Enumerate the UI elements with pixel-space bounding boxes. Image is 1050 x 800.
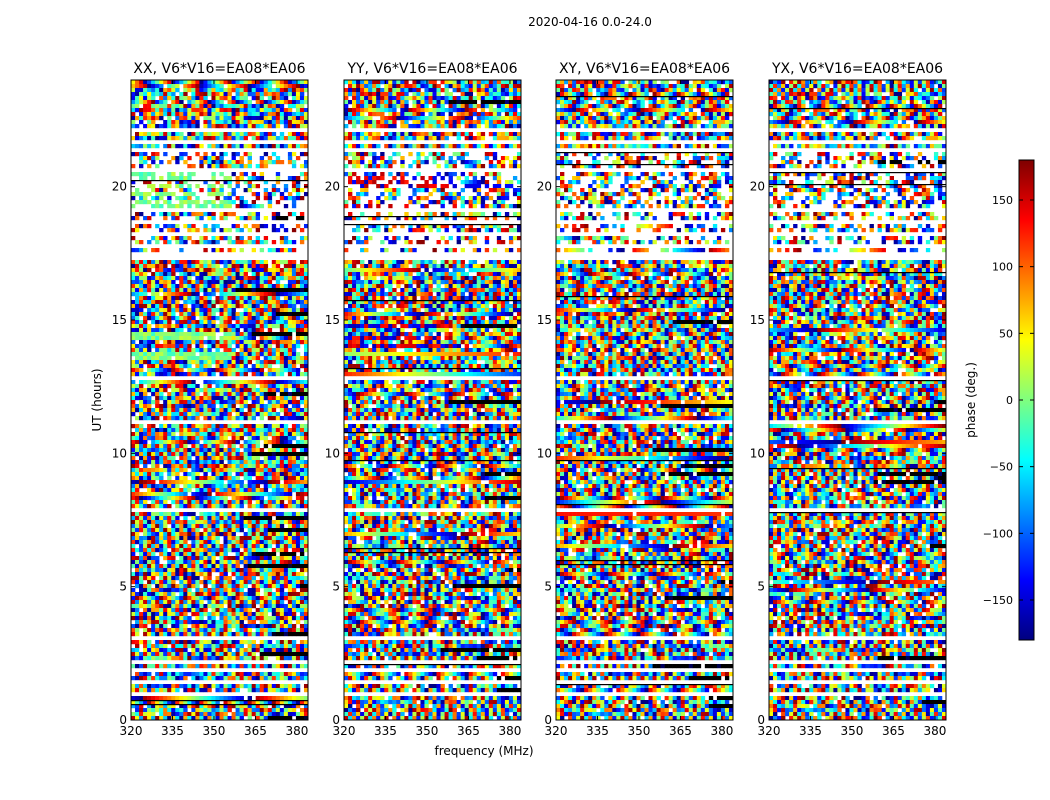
panel-yy: YY, V6*V16=EA08*EA06 320 335 350 365 380 0 5 10 1…: [325, 61, 522, 738]
y-tick-label: 15: [325, 313, 340, 327]
y-tick-label: 10: [750, 446, 765, 460]
colorbar-tick-label: 0: [1006, 394, 1013, 407]
colorbar-tick-label: 100: [992, 261, 1013, 274]
colorbar-tick-label: −50: [990, 461, 1013, 474]
panel-xy: XY, V6*V16=EA08*EA06 320 335 350 365 380 0 5 10 1…: [537, 61, 734, 738]
colorbar: −150 −100 −50 0 50 100 150 phase (deg.): [964, 159, 1035, 641]
y-tick-label: 5: [119, 580, 127, 594]
y-tick-label: 20: [537, 180, 552, 194]
y-tick-label: 10: [325, 446, 340, 460]
y-tick-label: 5: [757, 580, 765, 594]
x-tick-label: 350: [416, 724, 439, 738]
x-tick-label: 380: [923, 724, 946, 738]
panel-frame: [555, 79, 734, 721]
y-tick-label: 15: [537, 313, 552, 327]
panel-frame: [343, 79, 522, 721]
panels: XX, V6*V16=EA08*EA06 320 335 350 365 380 0 5 10 1…: [112, 61, 947, 738]
heatmap-cells: [769, 80, 946, 720]
x-tick-label: 350: [628, 724, 651, 738]
y-tick-label: 10: [112, 446, 127, 460]
x-tick-label: 365: [882, 724, 905, 738]
y-tick-label: 10: [537, 446, 552, 460]
x-tick-label: 380: [285, 724, 308, 738]
colorbar-tick-label: 150: [992, 194, 1013, 207]
x-tick-label: 320: [758, 724, 781, 738]
heatmap-cells: [556, 80, 733, 720]
x-axis-label: frequency (MHz): [434, 744, 533, 758]
x-tick-label: 335: [799, 724, 822, 738]
y-tick-label: 0: [119, 713, 127, 727]
heatmap-cells: [344, 80, 521, 720]
heatmap-cells: [131, 80, 308, 720]
x-tick-label: 380: [710, 724, 733, 738]
x-tick-label: 365: [457, 724, 480, 738]
colorbar-tick-label: 50: [999, 327, 1013, 340]
panel-frame: [130, 79, 309, 721]
x-tick-label: 335: [586, 724, 609, 738]
panel-frame: [768, 79, 947, 721]
colorbar-label: phase (deg.): [964, 362, 978, 438]
y-tick-label: 5: [332, 580, 340, 594]
y-tick-label: 15: [750, 313, 765, 327]
colorbar-tick-label: −100: [983, 527, 1013, 540]
x-tick-label: 320: [545, 724, 568, 738]
y-tick-label: 15: [112, 313, 127, 327]
panel-title: YY, V6*V16=EA08*EA06: [346, 61, 517, 77]
x-tick-label: 380: [498, 724, 521, 738]
y-tick-label: 0: [544, 713, 552, 727]
y-tick-label: 20: [325, 180, 340, 194]
x-tick-label: 320: [333, 724, 356, 738]
x-tick-label: 335: [161, 724, 184, 738]
panel-yx: YX, V6*V16=EA08*EA06 320 335 350 365 380 0 5 10 1…: [750, 61, 947, 738]
x-tick-label: 350: [203, 724, 226, 738]
y-axis-label: UT (hours): [90, 368, 104, 431]
colorbar-tick-label: −150: [983, 594, 1013, 607]
figure-title: 2020-04-16 0.0-24.0: [528, 15, 652, 29]
x-tick-label: 365: [244, 724, 267, 738]
x-tick-label: 335: [374, 724, 397, 738]
x-tick-label: 320: [120, 724, 143, 738]
y-tick-label: 20: [750, 180, 765, 194]
x-tick-label: 350: [841, 724, 864, 738]
panel-title: XY, V6*V16=EA08*EA06: [559, 61, 730, 77]
y-tick-label: 20: [112, 180, 127, 194]
panel-title: XX, V6*V16=EA08*EA06: [133, 61, 305, 77]
y-tick-label: 0: [757, 713, 765, 727]
panel-xx: XX, V6*V16=EA08*EA06 320 335 350 365 380 0 5 10 1…: [112, 61, 309, 738]
y-tick-label: 5: [544, 580, 552, 594]
y-tick-label: 0: [332, 713, 340, 727]
panel-title: YX, V6*V16=EA08*EA06: [771, 61, 943, 77]
x-tick-label: 365: [669, 724, 692, 738]
